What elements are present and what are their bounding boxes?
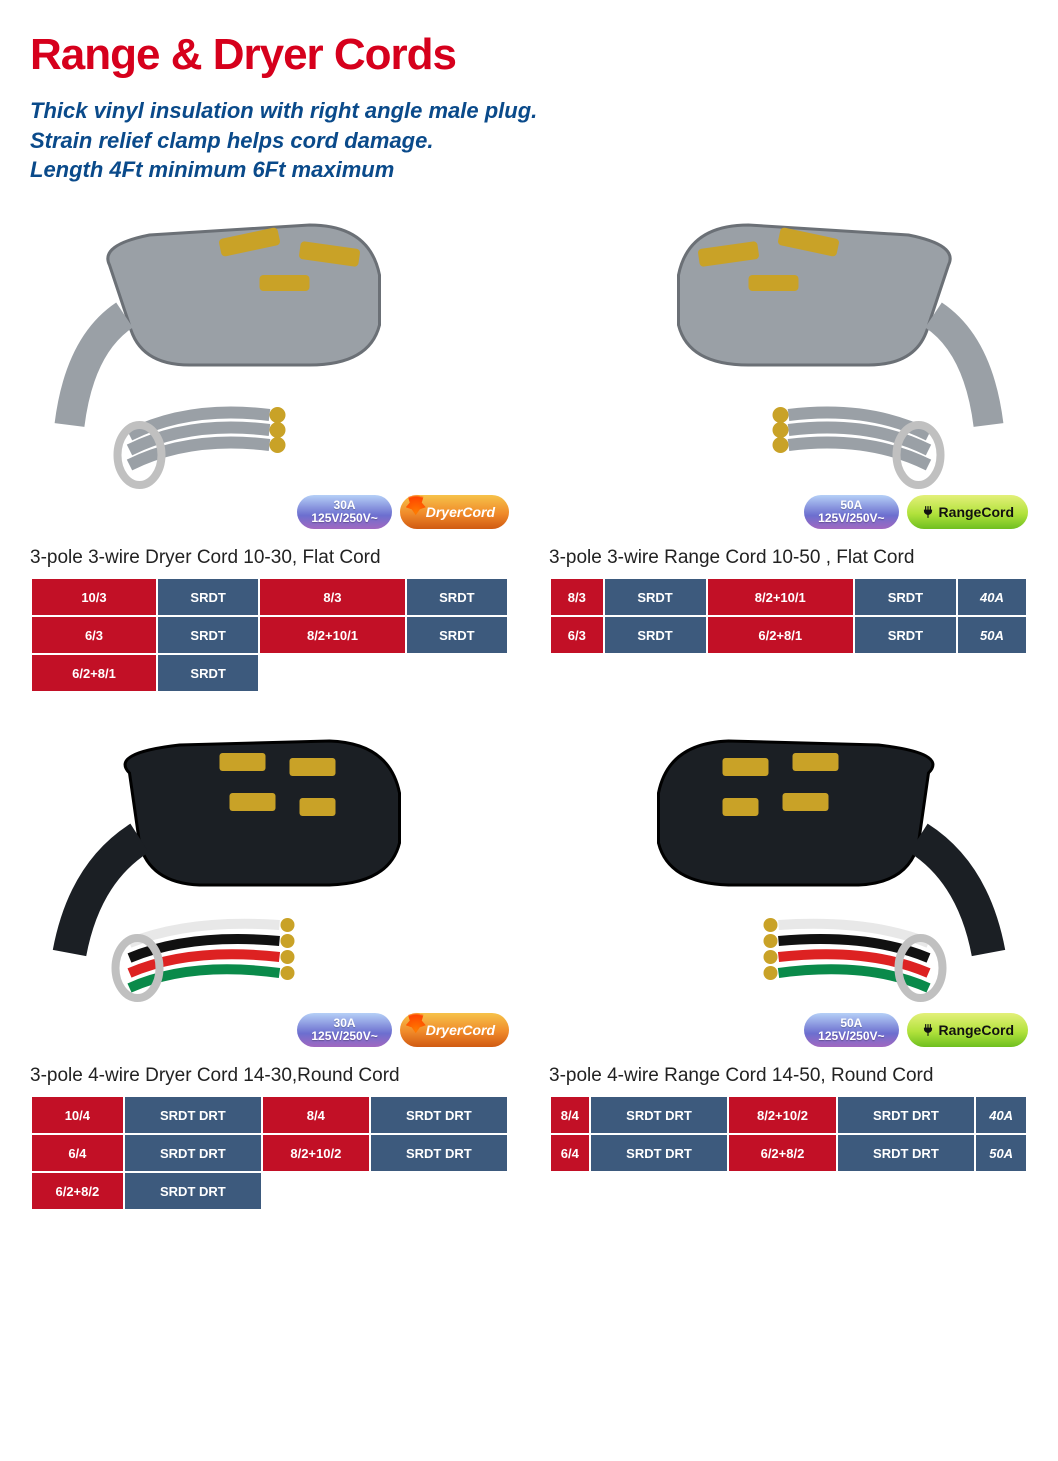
spec-cell: 8/2+10/1 [708, 579, 853, 615]
subtitle-line: Thick vinyl insulation with right angle … [30, 96, 1028, 126]
subtitle-line: Strain relief clamp helps cord damage. [30, 126, 1028, 156]
product-card: 30A 125V/250V~ DryerCord 3-pole 3-wire D… [30, 205, 509, 693]
volt-value: 125V/250V~ [818, 512, 884, 525]
page-subtitle: Thick vinyl insulation with right angle … [30, 96, 1028, 185]
product-card: 30A 125V/250V~ DryerCord 3-pole 4-wire D… [30, 723, 509, 1211]
product-title: 3-pole 4-wire Range Cord 14-50, Round Co… [549, 1065, 1028, 1087]
spec-cell: 6/4 [551, 1135, 589, 1171]
spec-cell: SRDT [605, 579, 706, 615]
spec-cell: 6/3 [32, 617, 156, 653]
spec-table: 10/3SRDT8/3SRDT6/3SRDT8/2+10/1SRDT6/2+8/… [30, 577, 509, 693]
dryer-badge: DryerCord [400, 1013, 509, 1047]
product-image [549, 723, 1028, 1023]
spec-table: 8/3SRDT8/2+10/1SRDT40A6/3SRDT6/2+8/1SRDT… [549, 577, 1028, 655]
table-row: 6/4SRDT DRT6/2+8/2SRDT DRT50A [551, 1135, 1026, 1171]
table-row: 6/3SRDT8/2+10/1SRDT [32, 617, 507, 653]
product-title: 3-pole 4-wire Dryer Cord 14-30,Round Cor… [30, 1065, 509, 1087]
spec-cell: 8/4 [551, 1097, 589, 1133]
product-image [30, 205, 509, 505]
table-row: 6/2+8/2SRDT DRT [32, 1173, 507, 1209]
product-grid: 30A 125V/250V~ DryerCord 3-pole 3-wire D… [30, 205, 1028, 1211]
spec-cell: 6/4 [32, 1135, 123, 1171]
spec-cell: SRDT [407, 579, 507, 615]
spec-cell: SRDT DRT [125, 1173, 261, 1209]
spec-cell [263, 1173, 369, 1209]
spec-cell: SRDT DRT [371, 1135, 507, 1171]
product-image [30, 723, 509, 1023]
spec-cell: 40A [976, 1097, 1026, 1133]
table-row: 10/4SRDT DRT8/4SRDT DRT [32, 1097, 507, 1133]
spec-table: 8/4SRDT DRT8/2+10/2SRDT DRT40A6/4SRDT DR… [549, 1095, 1028, 1173]
volt-value: 125V/250V~ [311, 1030, 377, 1043]
spec-cell: 6/2+8/1 [32, 655, 156, 691]
spec-cell: SRDT [855, 579, 956, 615]
dryer-badge: DryerCord [400, 495, 509, 529]
spec-cell: 6/2+8/2 [729, 1135, 835, 1171]
spec-cell: 10/4 [32, 1097, 123, 1133]
product-title: 3-pole 3-wire Range Cord 10-50 , Flat Co… [549, 547, 1028, 569]
spec-cell: SRDT [605, 617, 706, 653]
table-row: 8/4SRDT DRT8/2+10/2SRDT DRT40A [551, 1097, 1026, 1133]
spec-table: 10/4SRDT DRT8/4SRDT DRT6/4SRDT DRT8/2+10… [30, 1095, 509, 1211]
volt-value: 125V/250V~ [311, 512, 377, 525]
spec-cell: 50A [976, 1135, 1026, 1171]
badge-label: RangeCord [939, 505, 1014, 520]
spec-cell: 8/2+10/1 [260, 617, 404, 653]
table-row: 10/3SRDT8/3SRDT [32, 579, 507, 615]
spec-cell: SRDT DRT [838, 1135, 975, 1171]
badge-label: RangeCord [939, 1023, 1014, 1038]
table-row: 6/4SRDT DRT8/2+10/2SRDT DRT [32, 1135, 507, 1171]
volt-value: 125V/250V~ [818, 1030, 884, 1043]
spec-cell: SRDT DRT [591, 1135, 728, 1171]
table-row: 6/3SRDT6/2+8/1SRDT50A [551, 617, 1026, 653]
spec-cell: 10/3 [32, 579, 156, 615]
badge-label: DryerCord [426, 505, 495, 520]
spec-cell: SRDT DRT [838, 1097, 975, 1133]
spec-cell [371, 1173, 507, 1209]
spec-cell: 6/2+8/1 [708, 617, 853, 653]
spec-cell: 6/2+8/2 [32, 1173, 123, 1209]
spec-cell: SRDT [158, 617, 258, 653]
table-row: 8/3SRDT8/2+10/1SRDT40A [551, 579, 1026, 615]
spec-cell: SRDT [158, 579, 258, 615]
page-title: Range & Dryer Cords [30, 30, 1028, 80]
spec-cell: SRDT DRT [371, 1097, 507, 1133]
spec-cell: SRDT [855, 617, 956, 653]
product-card: 50A 125V/250V~ RangeCord 3-pole 4-wire R… [549, 723, 1028, 1211]
spec-cell: 8/3 [260, 579, 404, 615]
badge-label: DryerCord [426, 1023, 495, 1038]
plug-icon [921, 1023, 935, 1037]
spec-cell: SRDT DRT [125, 1097, 261, 1133]
plug-icon [921, 505, 935, 519]
spec-cell: 8/2+10/2 [263, 1135, 369, 1171]
spec-cell: 8/3 [551, 579, 603, 615]
spec-cell: 50A [958, 617, 1026, 653]
product-title: 3-pole 3-wire Dryer Cord 10-30, Flat Cor… [30, 547, 509, 569]
spec-cell: 40A [958, 579, 1026, 615]
spec-cell [260, 655, 404, 691]
spec-cell: SRDT [407, 617, 507, 653]
spec-cell: SRDT [158, 655, 258, 691]
spec-cell: 8/2+10/2 [729, 1097, 835, 1133]
spec-cell: SRDT DRT [591, 1097, 728, 1133]
table-row: 6/2+8/1SRDT [32, 655, 507, 691]
spec-cell: 8/4 [263, 1097, 369, 1133]
product-card: 50A 125V/250V~ RangeCord 3-pole 3-wire R… [549, 205, 1028, 693]
spec-cell: SRDT DRT [125, 1135, 261, 1171]
product-image [549, 205, 1028, 505]
spec-cell [407, 655, 507, 691]
subtitle-line: Length 4Ft minimum 6Ft maximum [30, 155, 1028, 185]
spec-cell: 6/3 [551, 617, 603, 653]
